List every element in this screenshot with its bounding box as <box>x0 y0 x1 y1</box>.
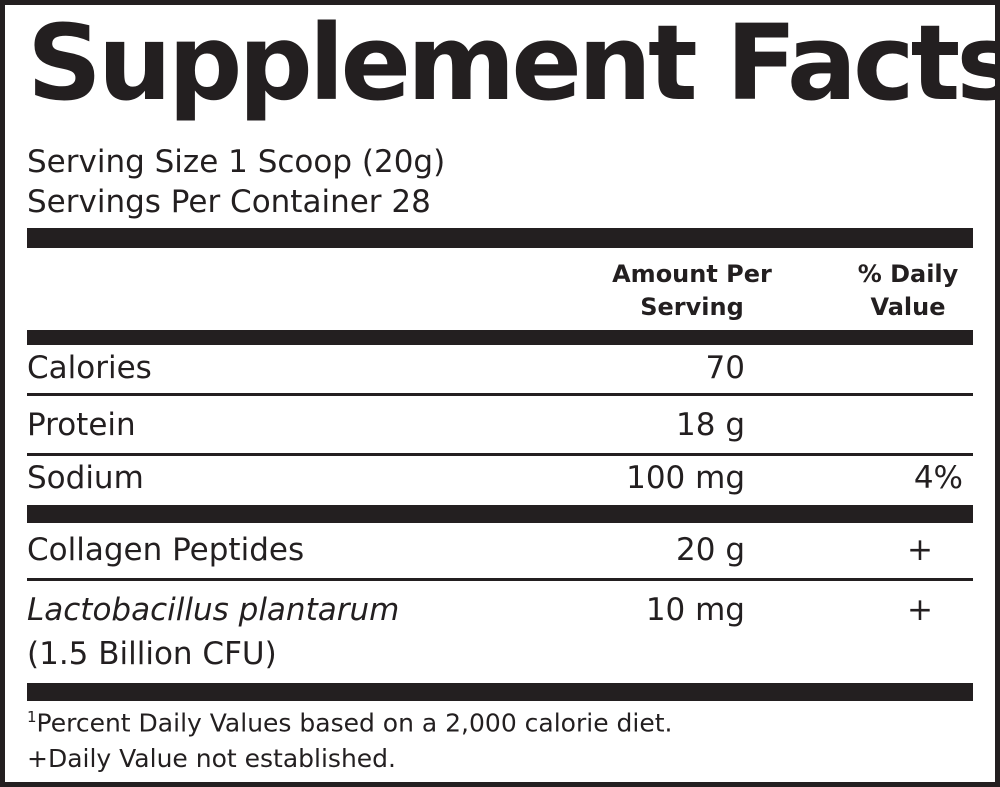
row-name: Lactobacillus plantarum <box>27 592 400 628</box>
thick-rule <box>27 683 973 701</box>
footnote: +Daily Value not established. <box>27 744 396 773</box>
row-amount: 70 <box>705 350 745 386</box>
serving-size: Serving Size 1 Scoop (20g) <box>27 144 446 180</box>
row-amount: 20 g <box>676 532 745 568</box>
footnote-marker: 1 <box>27 708 37 726</box>
row-amount: 10 mg <box>645 592 745 628</box>
row-name: Sodium <box>27 460 144 496</box>
rule <box>27 578 973 581</box>
servings-per-container: Servings Per Container 28 <box>27 184 431 220</box>
title: Supplement Facts <box>27 2 1000 124</box>
row-name: Calories <box>27 350 152 386</box>
row-daily-value: + <box>907 592 933 628</box>
footnote: 1Percent Daily Values based on a 2,000 c… <box>27 708 673 738</box>
footnote-text: Percent Daily Values based on a 2,000 ca… <box>36 708 673 738</box>
row-amount: 18 g <box>676 407 745 443</box>
amount-header: Amount Per <box>612 260 772 288</box>
row-name: Collagen Peptides <box>27 532 305 568</box>
row-note: (1.5 Billion CFU) <box>27 636 277 672</box>
row-name: Protein <box>27 407 136 443</box>
rule <box>27 393 973 396</box>
thick-rule <box>27 228 973 248</box>
rule <box>27 505 973 523</box>
thick-rule <box>27 330 973 345</box>
row-daily-value: 4% <box>913 460 963 496</box>
daily-value-header: Value <box>870 293 946 321</box>
row-amount: 100 mg <box>626 460 745 496</box>
amount-header: Serving <box>640 293 744 321</box>
rule <box>27 453 973 456</box>
row-daily-value: + <box>907 532 933 568</box>
daily-value-header: % Daily <box>857 260 959 288</box>
